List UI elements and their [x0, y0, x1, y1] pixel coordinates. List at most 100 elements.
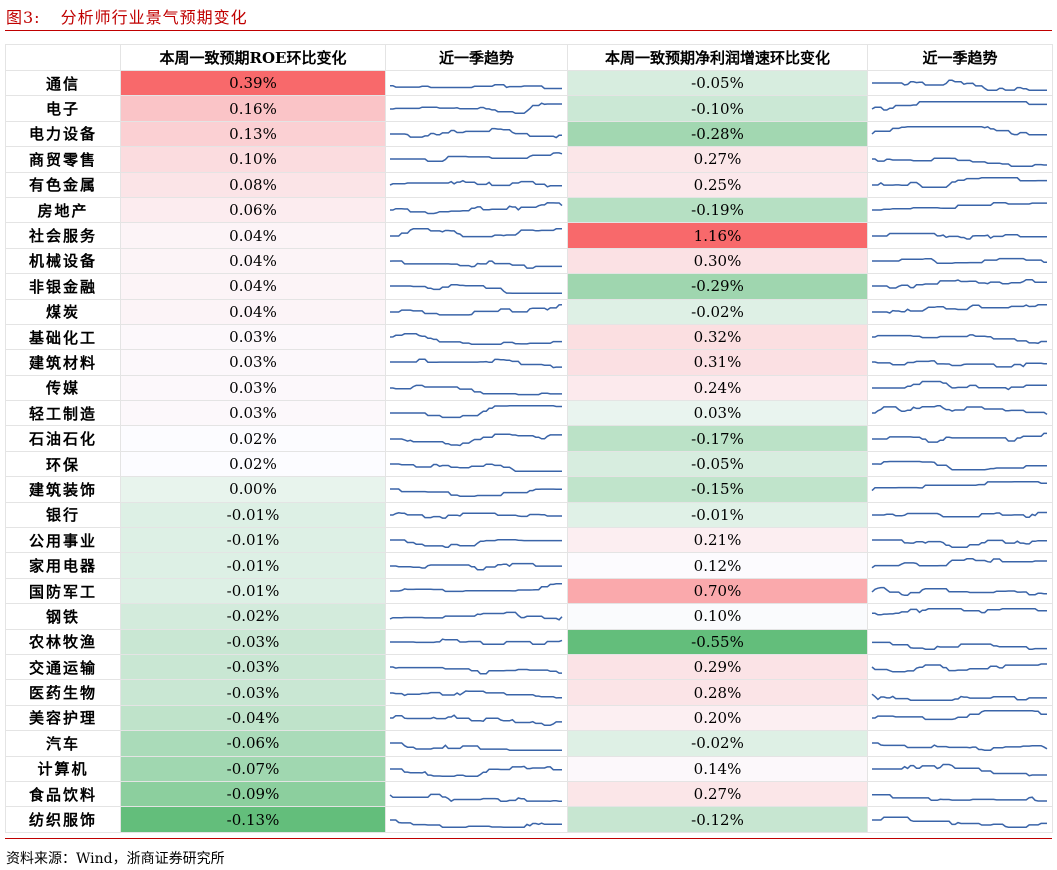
table-row: 汽车 -0.06% -0.02%	[5, 730, 1053, 757]
sparkline	[390, 463, 562, 472]
sparkline-line	[872, 202, 1047, 211]
profit-trend-cell	[867, 196, 1053, 224]
sparkline	[390, 227, 562, 237]
sparkline	[872, 460, 1047, 471]
sparkline-line	[871, 481, 1047, 492]
sparkline-line	[389, 179, 562, 188]
table-row: 环保 0.02% -0.05%	[5, 450, 1053, 478]
roe-trend-cell	[385, 120, 568, 148]
sparkline-line	[872, 157, 1047, 168]
header-profit-trend: 近一季趋势	[867, 44, 1053, 71]
sparkline-line	[872, 360, 1047, 369]
sparkline-line	[390, 433, 562, 446]
table-row: 有色金属 0.08% 0.25%	[5, 171, 1053, 198]
table-row: 公用事业 -0.01% 0.21%	[5, 527, 1053, 554]
roe-change-cell: -0.06%	[120, 730, 386, 757]
sparkline-line	[390, 742, 562, 752]
table-row: 银行 -0.01% -0.01%	[5, 501, 1053, 529]
profit-trend-cell	[867, 349, 1053, 376]
sparkline	[872, 157, 1047, 168]
figure-title: 图3: 分析师行业景气预期变化	[6, 8, 248, 27]
profit-trend-cell	[867, 755, 1053, 782]
industry-name: 家用电器	[5, 552, 121, 579]
roe-change-cell: 0.08%	[120, 171, 386, 198]
sparkline-line	[871, 557, 1047, 568]
profit-trend-cell	[867, 400, 1053, 427]
sparkline-line	[871, 693, 1047, 701]
sparkline	[390, 638, 563, 645]
sparkline	[872, 405, 1048, 416]
profit-change-cell: -0.02%	[567, 730, 868, 757]
sparkline	[390, 405, 562, 419]
sparkline-line	[389, 333, 562, 346]
profit-change-cell: -0.17%	[567, 425, 868, 452]
industry-name: 建筑材料	[5, 349, 121, 376]
profit-change-cell: 0.29%	[567, 653, 868, 681]
profit-change-cell: -0.01%	[567, 501, 868, 529]
sparkline	[872, 232, 1047, 240]
industry-name: 美容护理	[5, 704, 121, 732]
industry-name: 公用事业	[5, 527, 121, 554]
roe-trend-cell	[385, 755, 568, 782]
sparkline	[872, 794, 1047, 802]
sparkline-line	[390, 562, 562, 571]
roe-change-cell: 0.04%	[120, 222, 386, 249]
sparkline-line	[872, 763, 1047, 777]
profit-change-cell: -0.10%	[567, 95, 868, 122]
industry-name: 机械设备	[5, 247, 121, 275]
industry-name: 交通运输	[5, 653, 121, 681]
sparkline	[872, 176, 1047, 188]
roe-change-cell: -0.01%	[120, 577, 386, 605]
profit-change-cell: 0.24%	[567, 374, 868, 402]
roe-trend-cell	[385, 95, 568, 122]
table-row: 国防军工 -0.01% 0.70%	[5, 577, 1053, 605]
roe-change-cell: 0.04%	[120, 247, 386, 275]
profit-trend-cell	[867, 273, 1053, 300]
profit-change-cell: -0.02%	[567, 298, 868, 325]
industry-name: 纺织服饰	[5, 806, 121, 833]
roe-change-cell: -0.07%	[120, 755, 386, 782]
roe-trend-cell	[385, 730, 568, 757]
sparkline	[872, 279, 1047, 290]
profit-trend-cell	[867, 222, 1053, 249]
industry-name: 轻工制造	[5, 400, 121, 427]
sparkline-line	[872, 511, 1047, 518]
sparkline	[390, 488, 562, 498]
roe-trend-cell	[385, 476, 568, 503]
header-row: 本周一致预期ROE环比变化 近一季趋势 本周一致预期净利润增速环比变化 近一季趋…	[5, 44, 1053, 71]
profit-trend-cell	[867, 476, 1053, 503]
industry-name: 石油石化	[5, 425, 121, 452]
industry-name: 通信	[5, 69, 121, 97]
profit-trend-cell	[867, 171, 1053, 198]
profit-trend-cell	[867, 806, 1053, 833]
roe-trend-cell	[385, 273, 568, 300]
sparkline-line	[390, 202, 563, 215]
industry-name: 钢铁	[5, 603, 121, 630]
roe-change-cell: 0.13%	[120, 120, 386, 148]
roe-trend-cell	[385, 780, 568, 808]
profit-change-cell: -0.15%	[567, 476, 868, 503]
profit-trend-cell	[867, 527, 1053, 554]
table-row: 房地产 0.06% -0.19%	[5, 196, 1053, 224]
profit-change-cell: 0.31%	[567, 349, 868, 376]
table-row: 纺织服饰 -0.13% -0.12%	[5, 806, 1053, 833]
sparkline-line	[872, 176, 1047, 188]
table-row: 非银金融 0.04% -0.29%	[5, 273, 1053, 300]
sparkline-line	[390, 405, 562, 419]
sparkline-line	[390, 101, 562, 114]
sparkline	[390, 539, 562, 549]
table-row: 农林牧渔 -0.03% -0.55%	[5, 628, 1053, 655]
sparkline	[390, 742, 562, 752]
roe-trend-cell	[385, 425, 568, 452]
roe-change-cell: 0.04%	[120, 273, 386, 300]
profit-change-cell: 0.32%	[567, 323, 868, 351]
sparkline-line	[390, 689, 562, 699]
sparkline-line	[390, 583, 562, 593]
sparkline-line	[872, 608, 1047, 616]
sparkline	[872, 608, 1047, 616]
sparkline-line	[872, 405, 1048, 416]
profit-change-cell: 0.03%	[567, 400, 868, 427]
roe-change-cell: 0.06%	[120, 196, 386, 224]
roe-change-cell: -0.02%	[120, 603, 386, 630]
sparkline-line	[872, 257, 1047, 264]
